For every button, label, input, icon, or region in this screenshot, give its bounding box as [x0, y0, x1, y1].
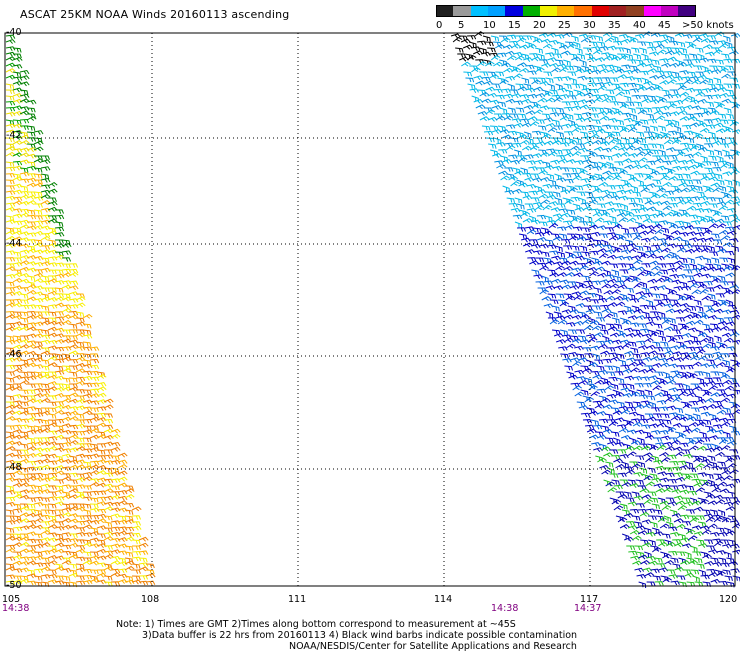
lon-label-111: 111 [288, 594, 307, 605]
footnote-line-2: 3)Data buffer is 22 hrs from 20160113 4)… [142, 630, 578, 641]
colorbar-swatch [678, 5, 697, 17]
lat-label-46: -46 [6, 349, 22, 360]
colorbar-label: 35 [608, 20, 621, 31]
colorbar-swatch [453, 5, 472, 17]
colorbar-label: 40 [633, 20, 646, 31]
colorbar-label: 45 [658, 20, 671, 31]
colorbar-swatch [591, 5, 610, 17]
colorbar-label: 20 [533, 20, 546, 31]
lon-label-114: 114 [434, 594, 453, 605]
colorbar-label: 0 [436, 20, 443, 31]
lon-label-108: 108 [141, 594, 160, 605]
time-label-left: 14:38 [2, 603, 30, 614]
colorbar-swatch [660, 5, 679, 17]
colorbar-swatch [522, 5, 541, 17]
colorbar-swatch [539, 5, 558, 17]
colorbar-label: 5 [458, 20, 465, 31]
lat-lon-grid [5, 33, 735, 586]
lat-label-48: -48 [6, 462, 22, 473]
colorbar-swatch [505, 5, 524, 17]
lat-label-42: -42 [6, 130, 22, 141]
lon-label-117: 117 [580, 594, 599, 605]
colorbar-border [436, 5, 696, 17]
lon-label-120: 120 [719, 594, 738, 605]
lon-label-105: 105 [2, 594, 21, 605]
time-label-mid: 14:38 [491, 603, 519, 614]
lat-label-44: -44 [6, 238, 22, 249]
footnote-line-3: NOAA/NESDIS/Center for Satellite Applica… [289, 641, 577, 652]
colorbar-swatch [643, 5, 662, 17]
lat-label-50: -50 [6, 580, 22, 591]
colorbar-swatch [470, 5, 489, 17]
colorbar-label: >50 knots [682, 20, 734, 31]
wind-barbs-layer [5, 31, 740, 589]
map-title: ASCAT 25KM NOAA Winds 20160113 ascending [20, 8, 290, 21]
colorbar-swatch [557, 5, 576, 17]
colorbar-label: 25 [558, 20, 571, 31]
colorbar-label: 30 [583, 20, 596, 31]
time-label-right: 14:37 [574, 603, 602, 614]
colorbar-swatch [436, 5, 454, 17]
colorbar-swatch [626, 5, 645, 17]
colorbar-label: 10 [483, 20, 496, 31]
colorbar-label: 15 [508, 20, 521, 31]
colorbar-swatch [574, 5, 593, 17]
lat-label-40: -40 [6, 27, 22, 38]
footnote-line-1: Note: 1) Times are GMT 2)Times along bot… [116, 619, 516, 630]
map-frame [4, 32, 736, 587]
colorbar-swatch [487, 5, 506, 17]
colorbar-swatch [609, 5, 627, 17]
